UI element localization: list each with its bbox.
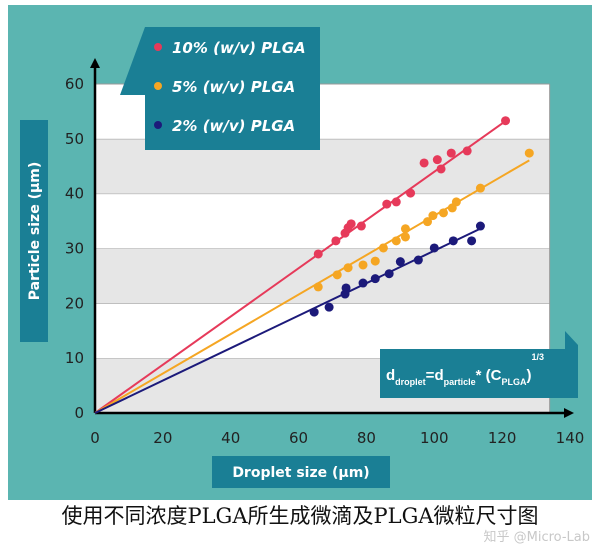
x-tick-label: 140 [556,429,585,447]
data-point [475,221,485,231]
data-point [313,249,323,259]
x-tick-label: 60 [289,429,308,447]
x-label-box [212,456,390,488]
data-point [432,155,442,165]
legend-box [120,27,320,150]
data-point [501,116,511,126]
data-point [384,269,394,279]
y-axis-arrow [90,58,100,68]
data-point [446,148,456,158]
data-point [324,302,334,312]
data-point [378,243,388,253]
figure-caption: 使用不同浓度PLGA所生成微滴及PLGA微粒尺寸图 [61,504,539,528]
data-point [467,236,477,246]
data-point [341,283,351,293]
data-point [475,183,485,193]
legend-marker [154,82,162,90]
x-axis-label: Droplet size (μm) [232,465,369,481]
legend-marker [154,121,162,129]
data-point [332,270,342,280]
data-point [391,197,401,207]
data-point [413,255,423,265]
x-axis-arrow [564,408,574,418]
y-tick-label: 10 [65,349,84,367]
formula-annotation: ddroplet=dparticle* (CPLGA)1/3 [386,352,544,387]
data-point [382,199,392,209]
data-point [462,146,472,156]
data-point [309,307,319,317]
y-tick-label: 50 [65,130,84,148]
data-point [451,197,461,207]
grid-band [95,193,550,249]
data-point [391,236,401,246]
y-label-box [20,120,48,342]
y-tick-label: 20 [65,294,84,312]
legend-label: 10% (w/v) PLGA [172,39,306,57]
data-point [438,208,448,218]
data-point [448,236,458,246]
watermark: 知乎 @Micro-Lab [483,530,590,545]
y-tick-label: 30 [65,240,84,258]
x-tick-label: 20 [153,429,172,447]
data-point [428,211,438,221]
legend-label: 2% (w/v) PLGA [172,117,295,135]
data-point [331,236,341,246]
data-point [346,219,356,229]
grid-band [95,248,550,304]
data-point [406,188,416,198]
x-tick-label: 40 [221,429,240,447]
data-point [429,243,439,253]
x-tick-label: 80 [357,429,376,447]
data-point [343,263,353,273]
legend-label: 5% (w/v) PLGA [172,78,295,96]
legend-marker [154,43,162,51]
data-point [419,158,429,168]
formula-box [380,331,578,398]
data-point [358,278,368,288]
data-point [436,164,446,174]
data-point [400,232,410,242]
y-tick-label: 60 [65,75,84,93]
data-point [423,217,432,227]
data-point [400,224,410,234]
y-axis-label: Particle size (μm) [27,162,43,301]
y-tick-label: 40 [65,185,84,203]
y-tick-label: 0 [74,404,84,422]
data-point [358,260,368,270]
data-point [370,274,380,284]
x-tick-label: 0 [90,429,100,447]
data-point [370,256,380,266]
x-tick-label: 120 [488,429,517,447]
data-point [356,221,366,231]
x-tick-label: 100 [420,429,449,447]
data-point [313,282,323,292]
data-point [524,148,534,158]
data-point [395,257,405,267]
